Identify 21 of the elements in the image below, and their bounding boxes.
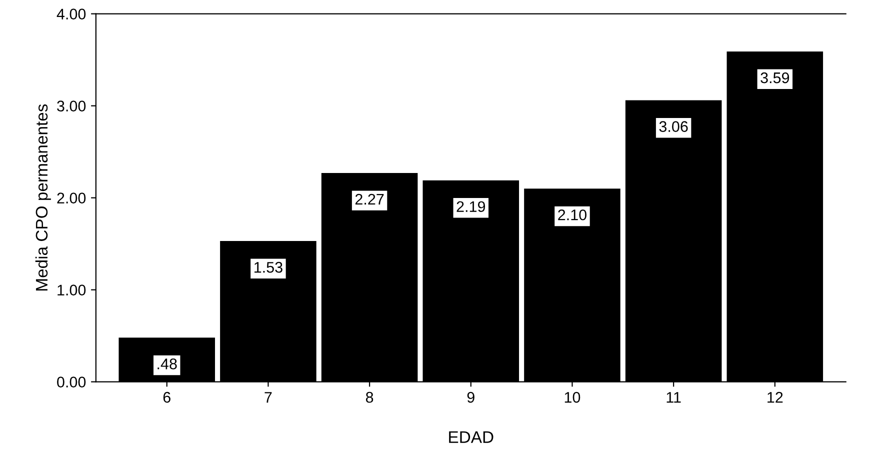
y-tick-label: 0.00 — [57, 376, 86, 388]
x-tick-label: 10 — [564, 392, 580, 403]
data-label: 2.27 — [355, 194, 384, 205]
x-tick-label: 12 — [768, 392, 783, 403]
data-label: 2.19 — [456, 201, 486, 212]
data-label: 3.06 — [659, 121, 688, 132]
x-tick-label: 9 — [467, 392, 474, 403]
y-axis-title: Media CPO permanentes — [35, 104, 51, 290]
y-tick-label: 2.00 — [57, 192, 86, 204]
y-tick-label: 3.00 — [57, 100, 86, 112]
y-tick-label: 1.00 — [58, 284, 86, 296]
data-label: 1.53 — [254, 262, 282, 273]
x-tick-label: 7 — [264, 392, 272, 403]
data-label: .48 — [158, 358, 177, 370]
data-label: 3.59 — [760, 72, 790, 84]
x-tick-label: 8 — [366, 392, 374, 403]
x-tick-label: 11 — [666, 392, 681, 403]
x-axis-title: EDAD — [449, 431, 494, 443]
data-label: 2.10 — [558, 209, 586, 220]
y-tick-label: 4.00 — [56, 8, 86, 20]
x-tick-label: 6 — [163, 392, 170, 403]
